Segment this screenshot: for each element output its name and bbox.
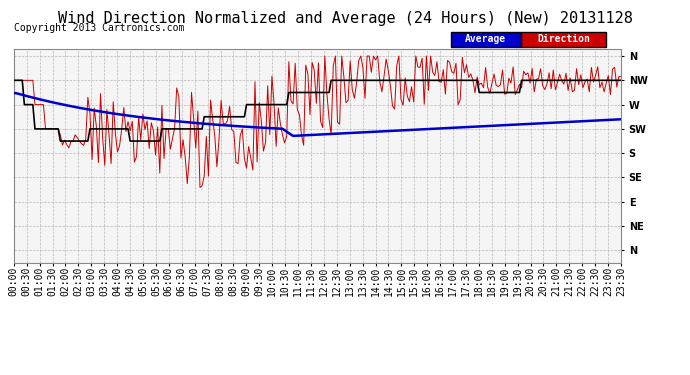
FancyBboxPatch shape [521, 32, 606, 46]
Text: Direction: Direction [537, 34, 590, 44]
FancyBboxPatch shape [451, 32, 521, 46]
Text: Wind Direction Normalized and Average (24 Hours) (New) 20131128: Wind Direction Normalized and Average (2… [57, 11, 633, 26]
Text: Average: Average [465, 34, 506, 44]
Text: Copyright 2013 Cartronics.com: Copyright 2013 Cartronics.com [14, 23, 184, 33]
